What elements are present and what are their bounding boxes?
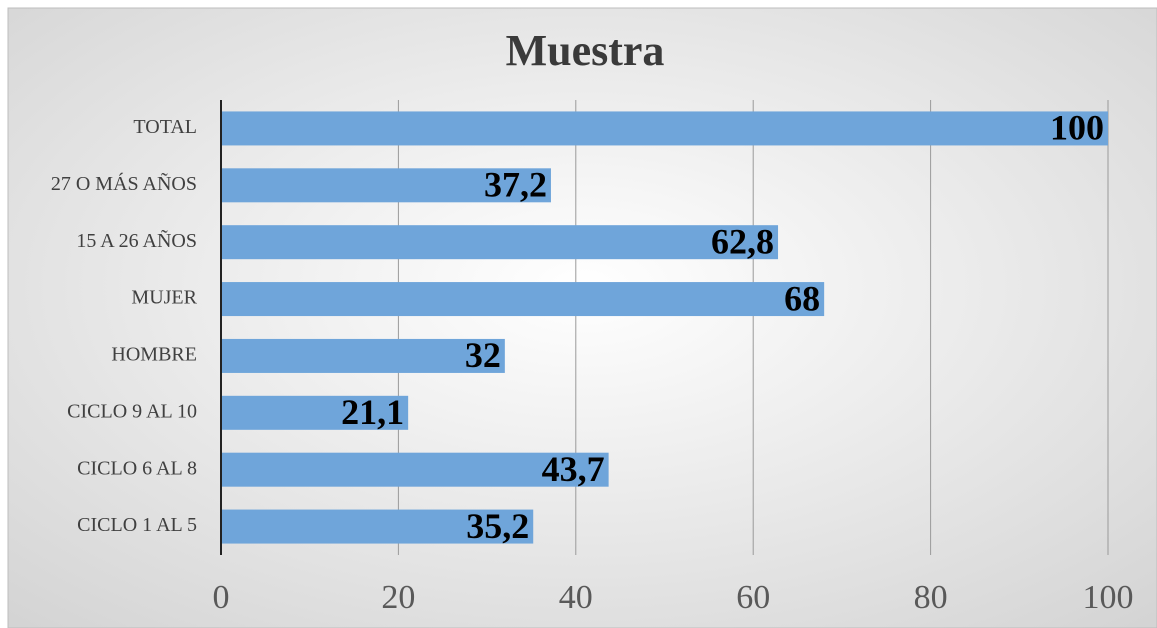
y-tick-label: CICLO 9 AL 10 [67, 400, 197, 422]
bar [221, 111, 1108, 146]
y-tick-label: 15 A 26 AÑOS [76, 228, 197, 252]
data-label: 43,7 [542, 449, 605, 489]
bar [221, 225, 779, 260]
y-tick-label: HOMBRE [111, 344, 197, 366]
data-label: 37,2 [484, 165, 547, 205]
y-tick-label: 27 O MÁS AÑOS [51, 171, 197, 195]
data-label: 32 [465, 335, 501, 375]
bar [221, 282, 825, 317]
data-label: 35,2 [466, 506, 529, 546]
data-label: 100 [1050, 108, 1104, 148]
x-tick-label: 100 [1083, 579, 1134, 616]
data-label: 68 [784, 278, 820, 318]
chart-title: Muestra [506, 26, 665, 75]
data-label: 21,1 [341, 392, 404, 432]
x-tick-label: 20 [381, 579, 415, 616]
bar [221, 509, 534, 544]
y-tick-label: CICLO 1 AL 5 [77, 514, 197, 536]
bar [221, 338, 505, 373]
x-tick-label: 60 [736, 579, 770, 616]
y-tick-label: CICLO 6 AL 8 [77, 457, 197, 479]
bar [221, 395, 409, 430]
y-tick-label: TOTAL [133, 116, 197, 138]
x-tick-label: 40 [559, 579, 593, 616]
y-tick-label: MUJER [131, 287, 197, 309]
bar [221, 452, 609, 487]
x-tick-label: 0 [213, 579, 230, 616]
x-tick-label: 80 [914, 579, 948, 616]
data-label: 62,8 [711, 221, 774, 261]
bar [221, 168, 551, 203]
chart-background [7, 7, 1157, 628]
